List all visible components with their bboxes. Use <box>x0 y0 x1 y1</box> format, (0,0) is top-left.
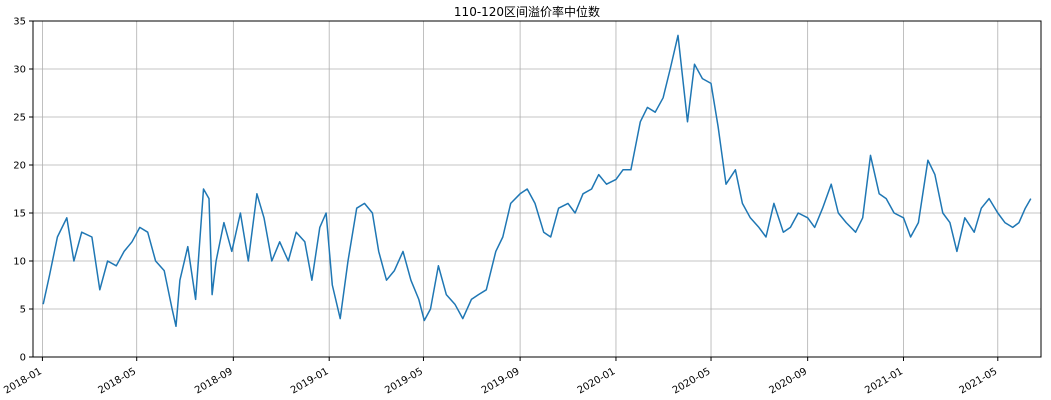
y-tick-label: 15 <box>13 209 26 220</box>
x-tick-label: 2019-01 <box>289 366 331 396</box>
x-axis-label: tradeDate <box>509 398 565 400</box>
x-tick-label: 2018-09 <box>193 366 235 396</box>
series-line-0 <box>42 34 1032 328</box>
x-tick-label: 2020-01 <box>576 366 618 396</box>
y-tick-label: 5 <box>20 305 26 316</box>
x-tick-label: 2021-01 <box>863 366 905 396</box>
y-tick-label: 0 <box>20 353 26 364</box>
chart-title: 110-120区间溢价率中位数 <box>454 4 600 19</box>
y-tick-label: 35 <box>13 17 26 28</box>
y-tick-label: 20 <box>13 161 26 172</box>
x-tick-label: 2020-09 <box>767 366 809 396</box>
y-tick-label: 25 <box>13 113 26 124</box>
series-group <box>42 34 1032 328</box>
x-tick-label: 2021-05 <box>958 366 1000 396</box>
plot-frame <box>32 20 1042 358</box>
y-tick-label: 10 <box>13 257 26 268</box>
y-axis-ticks: 0 5 10 15 20 25 30 35 <box>13 17 33 364</box>
x-tick-label: 2019-05 <box>383 366 425 396</box>
x-tick-label: 2020-05 <box>671 366 713 396</box>
y-tick-label: 30 <box>13 65 26 76</box>
x-axis-ticks: 2018-01 2018-05 2018-09 2019-01 2019-05 2019-… <box>2 357 999 396</box>
grid <box>33 20 1041 358</box>
x-tick-label: 2019-09 <box>480 366 522 396</box>
x-tick-label: 2018-05 <box>97 366 139 396</box>
x-tick-label: 2018-01 <box>2 366 44 396</box>
